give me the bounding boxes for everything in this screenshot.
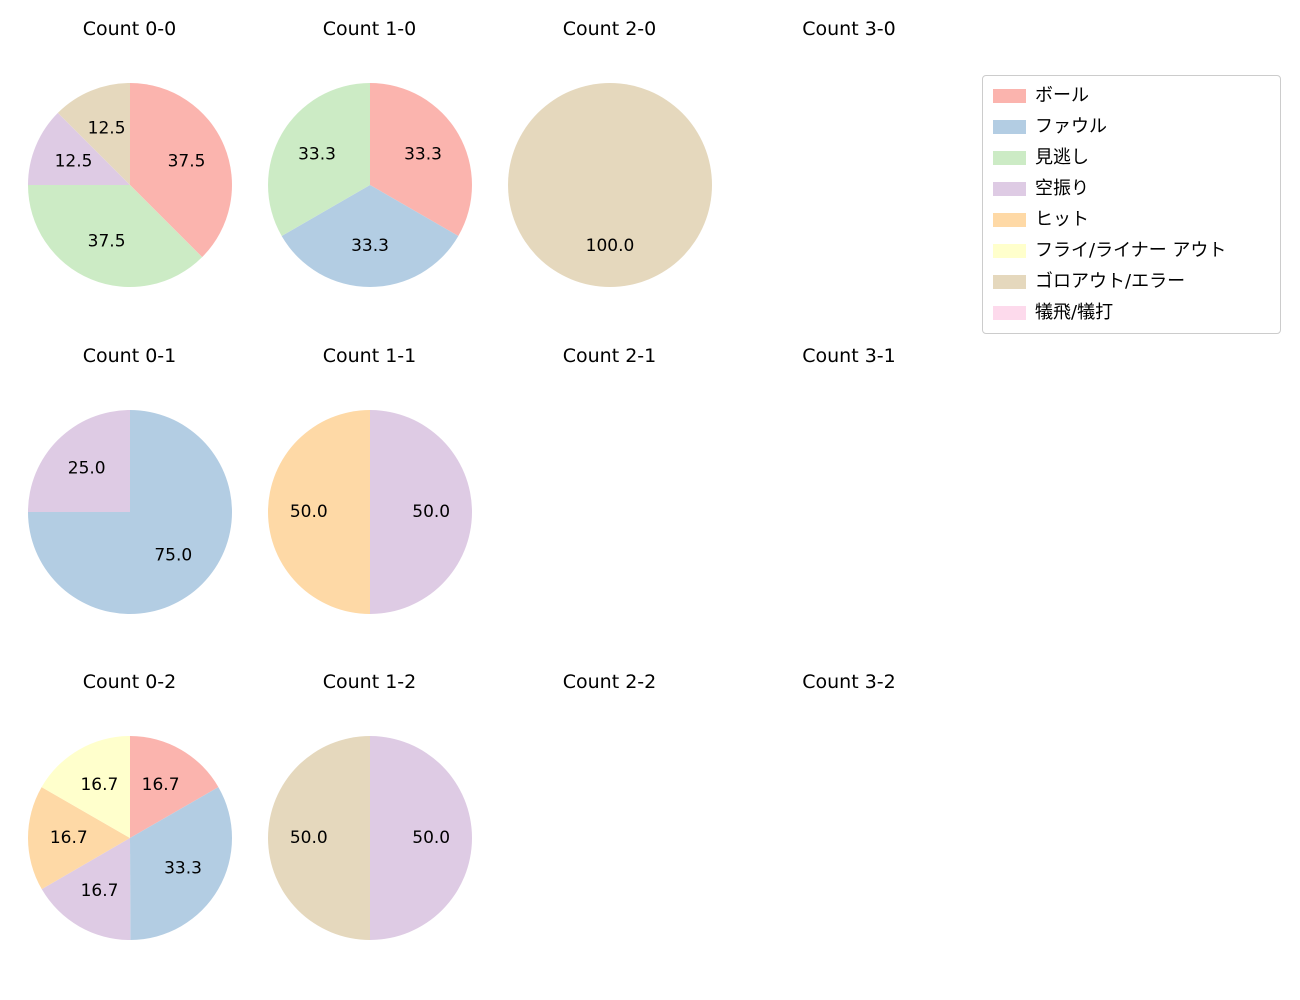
pie-chart-cell-count-1-0: Count 1-0 33.3 33.3 33.3: [250, 17, 490, 312]
legend-swatch-icon: [993, 151, 1026, 165]
pie-slice-label: 50.0: [289, 502, 327, 522]
pie-chart-cell-count-0-1: Count 0-1 75.0 25.0: [10, 344, 250, 639]
pie-slice-label: 100.0: [585, 236, 634, 256]
legend-item: ファウル: [993, 116, 1270, 138]
pie-slice: [129, 787, 232, 940]
pie-chart-cell-count-3-0: Count 3-0: [729, 17, 969, 312]
pie-chart: 50.0 50.0: [267, 736, 472, 940]
legend-label: フライ/ライナー アウト: [1035, 240, 1227, 261]
pie-slice: [57, 83, 130, 185]
pie-chart-cell-count-3-2: Count 3-2: [729, 670, 969, 965]
pie-slice-label: 12.5: [87, 119, 125, 139]
pie-slice: [369, 83, 472, 236]
pie-slice: [129, 83, 232, 258]
pie-slice: [27, 185, 202, 287]
pie-slice: [27, 787, 130, 890]
legend-swatch-icon: [993, 89, 1026, 103]
pie-slice: [27, 410, 130, 512]
chart-title: Count 2-0: [562, 18, 657, 40]
pie-chart-cell-count-1-1: Count 1-1 50.0 50.0: [250, 344, 490, 639]
pie-chart-cell-count-0-2: Count 0-2 16.7 33.3 16.7 16.7 16.7: [10, 670, 250, 965]
pie-slice: [27, 112, 130, 185]
chart-title: Count 2-1: [562, 345, 657, 367]
chart-title: Count 1-2: [322, 671, 417, 693]
pie-slice-label: 25.0: [67, 459, 105, 479]
pie-slice: [129, 736, 218, 838]
pie-slice-label: 16.7: [141, 775, 179, 795]
legend-swatch-icon: [993, 306, 1026, 320]
pie-slice: [507, 83, 712, 287]
legend-label: ヒット: [1035, 209, 1089, 230]
legend-item: フライ/ライナー アウト: [993, 240, 1270, 262]
chart-title: Count 1-1: [322, 345, 417, 367]
legend-label: 空振り: [1035, 178, 1089, 199]
chart-title: Count 1-0: [322, 18, 417, 40]
pie-slice-label: 37.5: [87, 232, 125, 252]
legend-swatch-icon: [993, 213, 1026, 227]
legend-swatch-icon: [993, 120, 1026, 134]
pie-slice: [267, 83, 370, 236]
legend-label: ファウル: [1035, 116, 1107, 137]
pie-slice: [369, 736, 472, 940]
pie-slice-label: 75.0: [154, 545, 192, 565]
pie-slice-label: 12.5: [54, 152, 92, 172]
legend-label: ボール: [1035, 85, 1089, 106]
pie-chart: 50.0 50.0: [267, 410, 472, 614]
chart-title: Count 0-0: [82, 18, 177, 40]
pie-slice-label: 16.7: [80, 881, 118, 901]
pie-slice-label: 50.0: [289, 828, 327, 848]
pie-slice-label: 33.3: [404, 144, 442, 164]
legend-swatch-icon: [993, 275, 1026, 289]
legend-label: 犠飛/犠打: [1035, 302, 1114, 323]
pie-slice: [41, 736, 130, 838]
legend-item: ボール: [993, 85, 1270, 107]
pie-slice-label: 50.0: [412, 828, 450, 848]
pie-slice-label: 16.7: [49, 828, 87, 848]
pie-chart: 75.0 25.0: [27, 410, 232, 614]
chart-title: Count 2-2: [562, 671, 657, 693]
pie-slice-label: 33.3: [164, 859, 202, 879]
pie-slice: [41, 838, 130, 941]
legend-item: ゴロアウト/エラー: [993, 271, 1270, 293]
chart-title: Count 0-2: [82, 671, 177, 693]
legend-swatch-icon: [993, 244, 1026, 258]
pie-chart-cell-count-2-1: Count 2-1: [490, 344, 730, 639]
legend-swatch-icon: [993, 182, 1026, 196]
legend: ボールファウル見逃し空振りヒットフライ/ライナー アウト ゴロアウト/エラー 犠飛/…: [982, 75, 1281, 334]
pie-chart: 37.5 37.5 12.5 12.5: [27, 83, 232, 287]
legend-label: 見逃し: [1035, 147, 1089, 168]
chart-title: Count 0-1: [82, 345, 177, 367]
pie-slice: [281, 185, 458, 287]
legend-item: ヒット: [993, 209, 1270, 231]
chart-title: Count 3-0: [802, 18, 896, 40]
pie-slice-label: 16.7: [80, 775, 118, 795]
pie-slice-label: 50.0: [412, 502, 450, 522]
pie-chart: 16.7 33.3 16.7 16.7 16.7: [27, 736, 232, 941]
legend-item: 見逃し: [993, 147, 1270, 169]
chart-title: Count 3-1: [802, 345, 896, 367]
pie-chart-cell-count-0-0: Count 0-0 37.5 37.5 12.5 12.5: [10, 17, 250, 312]
legend-item: 空振り: [993, 178, 1270, 200]
pie-chart-cell-count-2-2: Count 2-2: [490, 670, 730, 965]
legend-item: 犠飛/犠打: [993, 302, 1270, 324]
pie-slice: [267, 410, 370, 614]
pie-slice: [369, 410, 472, 614]
pie-slice-label: 33.3: [351, 236, 389, 256]
pie-chart: 33.3 33.3 33.3: [267, 83, 472, 287]
pie-slice-label: 33.3: [298, 144, 336, 164]
pie-chart-cell-count-3-1: Count 3-1: [729, 344, 969, 639]
pie-chart-cell-count-1-2: Count 1-2 50.0 50.0: [250, 670, 490, 965]
pie-slice: [267, 736, 370, 940]
pie-slice-label: 37.5: [167, 152, 205, 172]
chart-title: Count 3-2: [802, 671, 896, 693]
pie-chart-cell-count-2-0: Count 2-0 100.0: [490, 17, 730, 312]
pie-chart: 100.0: [507, 83, 712, 287]
legend-label: ゴロアウト/エラー: [1035, 271, 1186, 292]
